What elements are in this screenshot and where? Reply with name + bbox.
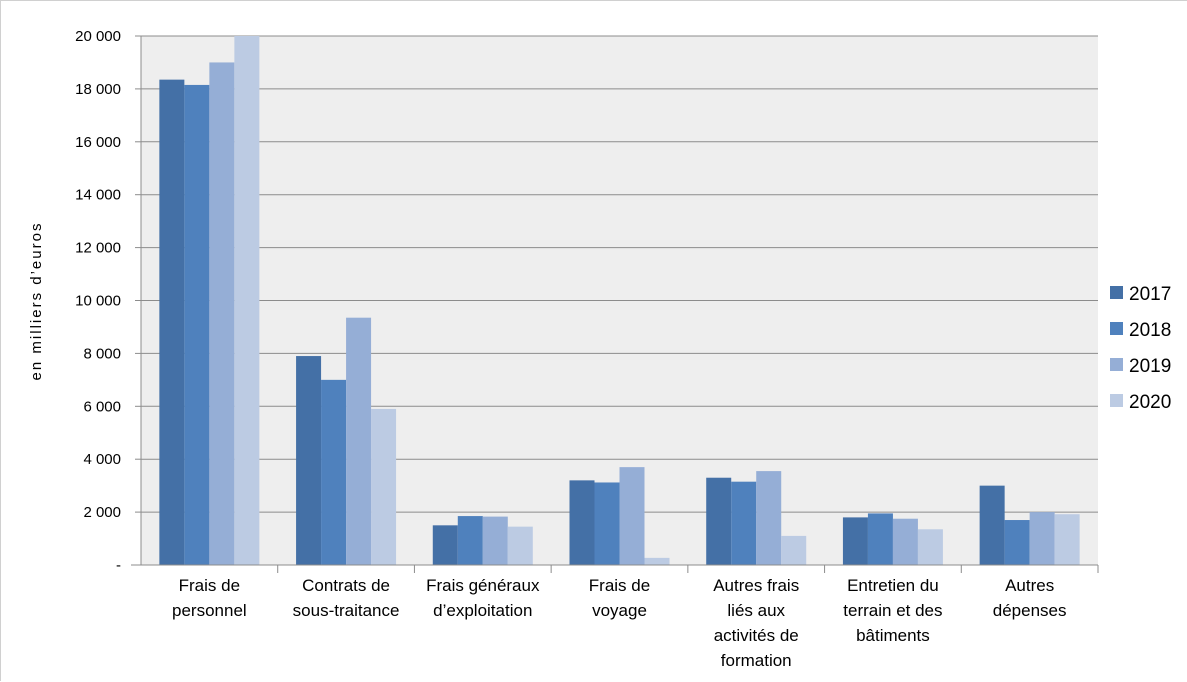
category-label-line: bâtiments	[856, 626, 930, 645]
bar-2017	[296, 356, 322, 565]
legend: 2017 2018 2019 2020	[1110, 284, 1171, 413]
bar-2019	[892, 518, 918, 565]
category-label: Frais de personnel	[172, 576, 247, 620]
bar-2020	[371, 408, 397, 565]
y-tick-labels: - 2 000 4 000 6 000 8 000 10 000 12 000 14 000 1…	[75, 28, 121, 574]
y-tick-label: 12 000	[75, 240, 121, 257]
category-label-line: personnel	[172, 601, 247, 620]
bar-2017	[706, 477, 732, 565]
legend-label-2020: 2020	[1129, 392, 1171, 413]
bar-2017	[432, 525, 458, 565]
category-label: Autres frais liés aux activités de formatio…	[713, 576, 799, 670]
y-tick-label: 8 000	[83, 345, 121, 362]
bar-2020	[507, 526, 533, 565]
y-tick-label: 10 000	[75, 293, 121, 310]
legend-swatch-2018	[1110, 322, 1123, 335]
legend-swatch-2017	[1110, 286, 1123, 299]
bar-2018	[184, 84, 210, 566]
bar-2018	[321, 379, 347, 565]
category-label-line: Entretien du	[847, 576, 939, 595]
y-tick-label: 16 000	[75, 134, 121, 151]
bar-2020	[234, 36, 260, 565]
category-label-line: d’exploitation	[433, 601, 532, 620]
bar-2020	[644, 557, 670, 565]
bar-2018	[1004, 520, 1030, 565]
bar-2017	[842, 517, 868, 565]
category-label: Autres dépenses	[993, 576, 1067, 620]
legend-label-2018: 2018	[1129, 320, 1171, 341]
legend-swatch-2019	[1110, 358, 1123, 371]
category-label: Entretien du terrain et des bâtiments	[843, 576, 942, 645]
bar-2020	[781, 535, 807, 565]
axes	[131, 35, 1099, 573]
bar-2020	[917, 529, 943, 565]
legend-swatch-2020	[1110, 394, 1123, 407]
category-label-line: activités de	[714, 626, 799, 645]
category-label-line: formation	[721, 651, 792, 670]
category-label: Contrats de sous-traitance	[293, 576, 400, 620]
category-label-line: Frais de	[589, 576, 650, 595]
bar-2019	[482, 516, 508, 565]
bar-2019	[756, 471, 782, 565]
y-tick-label: 4 000	[83, 451, 121, 468]
category-label: Frais généraux d’exploitation	[426, 576, 540, 620]
category-label-line: Contrats de	[302, 576, 390, 595]
bar-2017	[569, 480, 595, 565]
category-label-line: Autres	[1005, 576, 1054, 595]
category-label: Frais de voyage	[589, 576, 650, 620]
bar-2018	[731, 481, 757, 565]
bar-2019	[209, 62, 235, 565]
category-label-line: sous-traitance	[293, 601, 400, 620]
y-axis-label: en milliers d’euros	[28, 222, 45, 381]
category-label-line: Frais de	[179, 576, 240, 595]
bar-2017	[979, 485, 1005, 565]
bar-2019	[1029, 512, 1055, 565]
bar-2020	[1054, 514, 1080, 565]
category-label-line: dépenses	[993, 601, 1067, 620]
legend-label-2019: 2019	[1129, 356, 1171, 377]
bar-2018	[457, 516, 483, 565]
bar-2018	[867, 513, 893, 565]
y-tick-label: 18 000	[75, 81, 121, 98]
bars	[159, 36, 1080, 566]
y-tick-label: -	[116, 557, 121, 574]
bar-2019	[346, 317, 372, 565]
bar-2017	[159, 79, 185, 565]
y-tick-label: 2 000	[83, 504, 121, 521]
bar-2018	[594, 482, 620, 565]
category-label-line: terrain et des	[843, 601, 942, 620]
y-tick-label: 6 000	[83, 398, 121, 415]
legend-label-2017: 2017	[1129, 284, 1171, 305]
category-label-line: voyage	[592, 601, 647, 620]
category-label-line: Frais généraux	[426, 576, 540, 595]
category-label-line: liés aux	[727, 601, 785, 620]
category-label-line: Autres frais	[713, 576, 799, 595]
category-labels: Frais de personnel Contrats de sous-traitan…	[172, 576, 1066, 670]
bar-2019	[619, 467, 645, 565]
y-tick-label: 20 000	[75, 28, 121, 45]
y-tick-label: 14 000	[75, 187, 121, 204]
